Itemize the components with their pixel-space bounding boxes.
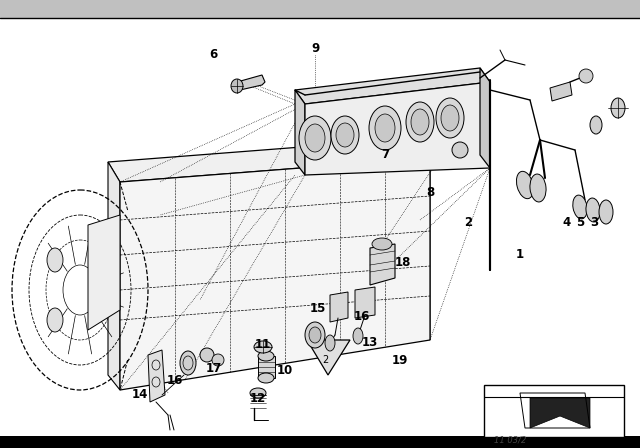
Ellipse shape: [530, 174, 546, 202]
Ellipse shape: [336, 123, 354, 147]
Ellipse shape: [599, 200, 613, 224]
Ellipse shape: [441, 105, 459, 131]
Ellipse shape: [436, 98, 464, 138]
Polygon shape: [370, 244, 395, 285]
Ellipse shape: [305, 124, 325, 152]
Text: 7: 7: [381, 148, 389, 161]
Ellipse shape: [579, 69, 593, 83]
Ellipse shape: [573, 195, 588, 219]
Polygon shape: [88, 215, 120, 330]
Bar: [0, 0, 640, 18]
Text: 14: 14: [132, 388, 148, 401]
Ellipse shape: [331, 116, 359, 154]
Text: 17: 17: [206, 362, 222, 375]
Text: 19: 19: [392, 353, 408, 366]
Polygon shape: [550, 82, 572, 101]
Polygon shape: [355, 287, 375, 318]
Polygon shape: [295, 68, 490, 104]
Text: 16: 16: [167, 374, 183, 387]
Ellipse shape: [47, 248, 63, 272]
Text: 12: 12: [250, 392, 266, 405]
Ellipse shape: [590, 116, 602, 134]
Ellipse shape: [353, 328, 363, 344]
Polygon shape: [307, 340, 350, 375]
Ellipse shape: [372, 238, 392, 250]
Polygon shape: [258, 356, 275, 378]
Text: 10: 10: [277, 363, 293, 376]
Ellipse shape: [254, 341, 272, 353]
Ellipse shape: [200, 348, 214, 362]
Text: 2: 2: [322, 355, 328, 365]
Ellipse shape: [369, 106, 401, 150]
Text: 11: 11: [255, 339, 271, 352]
Text: 2: 2: [464, 215, 472, 228]
Ellipse shape: [180, 351, 196, 375]
Text: 15: 15: [310, 302, 326, 314]
Ellipse shape: [516, 171, 534, 198]
Ellipse shape: [309, 327, 321, 343]
Ellipse shape: [586, 198, 600, 222]
Ellipse shape: [411, 109, 429, 135]
Text: 1: 1: [516, 249, 524, 262]
Polygon shape: [530, 398, 590, 428]
Text: 8: 8: [426, 185, 434, 198]
Text: 18: 18: [395, 255, 411, 268]
Ellipse shape: [299, 116, 331, 160]
Text: 16: 16: [354, 310, 370, 323]
Text: 3: 3: [590, 215, 598, 228]
Polygon shape: [148, 350, 165, 402]
Polygon shape: [108, 138, 430, 182]
Ellipse shape: [258, 351, 274, 361]
Ellipse shape: [47, 308, 63, 332]
Polygon shape: [237, 75, 265, 90]
Ellipse shape: [611, 98, 625, 118]
Text: 11 03/2: 11 03/2: [494, 435, 526, 444]
Polygon shape: [330, 292, 348, 322]
Ellipse shape: [325, 335, 335, 351]
Ellipse shape: [258, 373, 274, 383]
Polygon shape: [120, 158, 430, 390]
Ellipse shape: [406, 102, 434, 142]
Ellipse shape: [452, 142, 468, 158]
Polygon shape: [480, 68, 490, 168]
Ellipse shape: [231, 79, 243, 93]
Text: 9: 9: [311, 42, 319, 55]
Polygon shape: [295, 90, 305, 175]
Text: 4: 4: [563, 215, 571, 228]
Ellipse shape: [305, 322, 325, 348]
Text: 13: 13: [362, 336, 378, 349]
Bar: [0, 436, 640, 448]
Polygon shape: [305, 82, 490, 175]
Ellipse shape: [212, 354, 224, 366]
Ellipse shape: [375, 114, 395, 142]
Polygon shape: [418, 138, 430, 340]
Text: 5: 5: [576, 215, 584, 228]
Bar: [484, 385, 624, 437]
Text: 6: 6: [209, 48, 217, 61]
Ellipse shape: [250, 388, 266, 398]
Polygon shape: [108, 162, 120, 390]
